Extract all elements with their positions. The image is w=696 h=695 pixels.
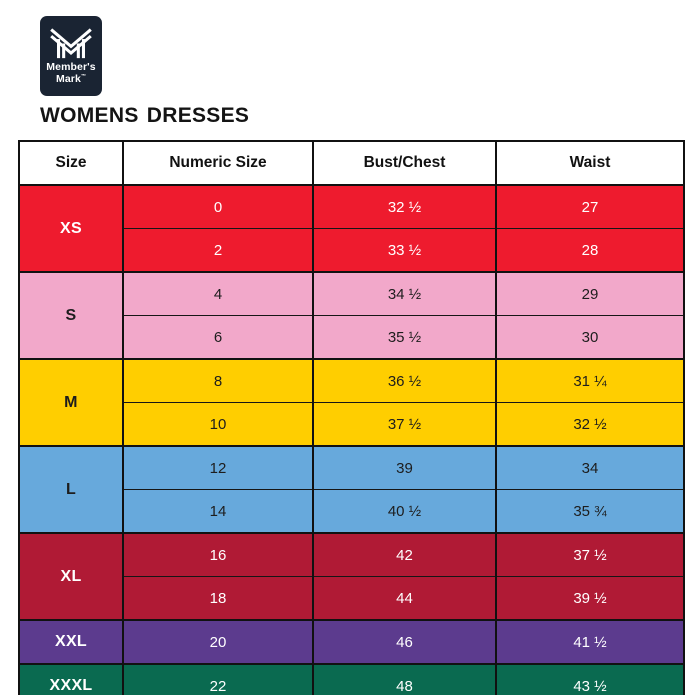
waist-cell: 29 [495, 271, 685, 316]
numeric-size-cell: 0 [122, 184, 314, 229]
size-label-xl: XL [18, 532, 124, 620]
table-row: S 4 34 ½ 29 [18, 271, 685, 359]
waist-cell: 43 ½ [495, 663, 685, 695]
table-row: XL 16 42 37 ½ [18, 532, 685, 620]
column-header-waist: Waist [495, 140, 685, 186]
numeric-size-cell: 6 [122, 315, 314, 359]
numeric-size-cell: 4 [122, 271, 314, 316]
table-row: XXL 20 46 41 ½ [18, 619, 685, 664]
table-row: 14 40 ½ 35 ¾ [19, 489, 685, 533]
numeric-size-cell: 8 [122, 358, 314, 403]
table-row: XS 0 32 ½ 27 [18, 184, 685, 272]
bust-chest-cell: 39 [312, 445, 497, 490]
numeric-size-cell: 18 [122, 576, 314, 620]
table-row: 18 44 39 ½ [19, 576, 685, 620]
numeric-size-cell: 20 [122, 619, 314, 664]
waist-cell: 31 ¼ [495, 358, 685, 403]
numeric-size-cell: 2 [122, 228, 314, 272]
table-row: 2 33 ½ 28 [19, 228, 685, 272]
size-chart-table: Size Numeric Size Bust/Chest Waist XS 0 … [18, 140, 685, 695]
bust-chest-cell: 32 ½ [312, 184, 497, 229]
logo-brand-text: Member's Mark™ [46, 61, 96, 85]
size-label-m: M [18, 358, 124, 446]
members-mark-logo: Member's Mark™ [40, 16, 102, 96]
table-row: 6 35 ½ 30 [19, 315, 685, 359]
waist-cell: 39 ½ [495, 576, 685, 620]
bust-chest-cell: 34 ½ [312, 271, 497, 316]
bust-chest-cell: 33 ½ [312, 228, 497, 272]
members-mark-m-icon [50, 28, 92, 59]
bust-chest-cell: 48 [312, 663, 497, 695]
header-row: Size Numeric Size Bust/Chest Waist [18, 140, 685, 186]
waist-cell: 32 ½ [495, 402, 685, 446]
table-row: 10 37 ½ 32 ½ [19, 402, 685, 446]
waist-cell: 30 [495, 315, 685, 359]
waist-cell: 37 ½ [495, 532, 685, 577]
logo-brand-line2: Mark [55, 72, 81, 85]
size-label-xxl: XXL [18, 619, 124, 664]
table-row: M 8 36 ½ 31 ¼ [18, 358, 685, 446]
column-header-bust-chest: Bust/Chest [312, 140, 497, 186]
bust-chest-cell: 35 ½ [312, 315, 497, 359]
size-label-xxxl: XXXL [18, 663, 124, 695]
numeric-size-cell: 14 [122, 489, 314, 533]
bust-chest-cell: 40 ½ [312, 489, 497, 533]
bust-chest-cell: 37 ½ [312, 402, 497, 446]
numeric-size-cell: 16 [122, 532, 314, 577]
bust-chest-cell: 36 ½ [312, 358, 497, 403]
waist-cell: 35 ¾ [495, 489, 685, 533]
column-header-size: Size [18, 140, 124, 186]
table-row: XXXL 22 48 43 ½ [18, 663, 685, 695]
table-row: L 12 39 34 [18, 445, 685, 533]
numeric-size-cell: 10 [122, 402, 314, 446]
bust-chest-cell: 44 [312, 576, 497, 620]
numeric-size-cell: 22 [122, 663, 314, 695]
waist-cell: 27 [495, 184, 685, 229]
numeric-size-cell: 12 [122, 445, 314, 490]
trademark-symbol: ™ [80, 73, 87, 80]
waist-cell: 28 [495, 228, 685, 272]
waist-cell: 34 [495, 445, 685, 490]
bust-chest-cell: 46 [312, 619, 497, 664]
size-label-l: L [18, 445, 124, 533]
size-label-s: S [18, 271, 124, 359]
column-header-numeric-size: Numeric Size [122, 140, 314, 186]
waist-cell: 41 ½ [495, 619, 685, 664]
page-title: WOMENS DRESSES [40, 104, 250, 127]
bust-chest-cell: 42 [312, 532, 497, 577]
size-label-xs: XS [18, 184, 124, 272]
logo-brand-line1: Member's [46, 61, 96, 73]
